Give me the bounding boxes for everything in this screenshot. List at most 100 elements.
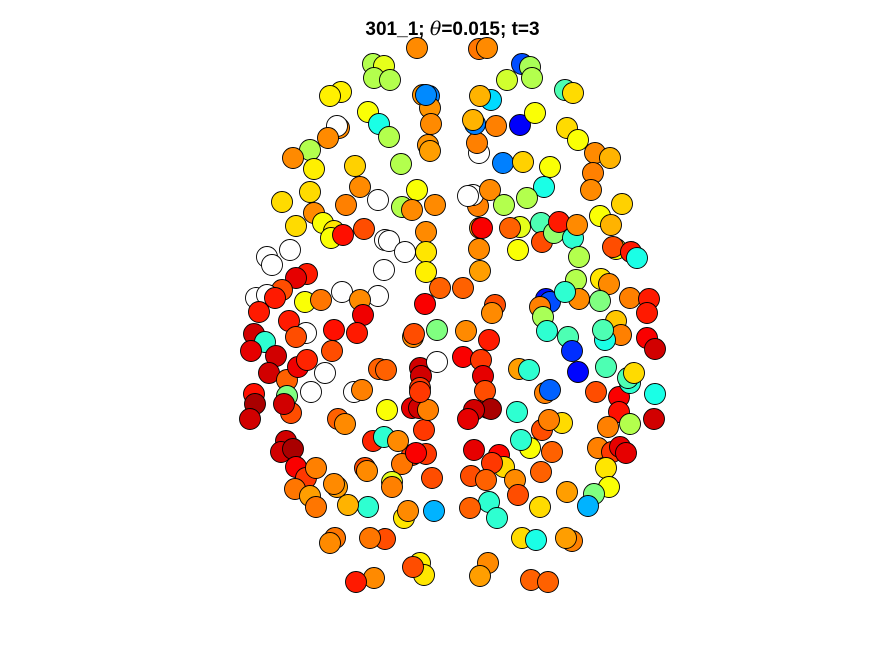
scatter-point-119 (516, 187, 538, 209)
scatter-point-16 (419, 140, 441, 162)
scatter-point-64 (285, 326, 307, 348)
scatter-point-55 (310, 289, 332, 311)
scatter-point-149 (598, 273, 620, 295)
scatter-point-5 (319, 85, 341, 107)
scatter-point-282 (356, 460, 378, 482)
scatter-point-174 (452, 346, 474, 368)
scatter-point-219 (475, 469, 497, 491)
scatter-point-57 (367, 285, 389, 307)
scatter-point-169 (536, 320, 558, 342)
scatter-point-192 (623, 362, 645, 384)
scatter-point-72 (321, 340, 343, 362)
scatter-point-281 (323, 473, 345, 495)
scatter-point-202 (595, 457, 617, 479)
scatter-point-225 (529, 496, 551, 518)
scatter-point-245 (423, 500, 445, 522)
scatter-point-23 (344, 155, 366, 177)
scatter-point-146 (568, 246, 590, 268)
scatter-point-91 (452, 277, 474, 299)
scatter-point-77 (314, 362, 336, 384)
scatter-point-120 (493, 194, 515, 216)
scatter-point-70 (323, 319, 345, 341)
scatter-point-191 (595, 356, 617, 378)
scatter-point-47 (415, 261, 437, 283)
scatter-point-211 (538, 409, 560, 431)
scatter-point-42 (378, 230, 400, 252)
chart-title: 301_1; θ=0.015; t=3 (0, 18, 875, 41)
scatter-point-122 (507, 239, 529, 261)
scatter-point-118 (533, 176, 555, 198)
scatter-point-139 (611, 193, 633, 215)
scatter-point-173 (478, 329, 500, 351)
scatter-point-90 (429, 277, 451, 299)
scatter-point-242 (319, 532, 341, 554)
scatter-point-186 (539, 379, 561, 401)
scatter-point-238 (345, 571, 367, 593)
scatter-point-46 (415, 241, 437, 263)
scatter-point-246 (421, 467, 443, 489)
scatter-point-89 (414, 293, 436, 315)
scatter-point-285 (296, 349, 318, 371)
scatter-point-108 (469, 85, 491, 107)
scatter-point-253 (337, 494, 359, 516)
title-prefix: 301_1; (365, 19, 430, 40)
scatter-point-24 (390, 153, 412, 175)
scatter-point-151 (589, 290, 611, 312)
scatter-point-87 (403, 323, 425, 345)
scatter-point-130 (566, 214, 588, 236)
scatter-point-36 (335, 194, 357, 216)
scatter-point-97 (457, 185, 479, 207)
scatter-point-31 (299, 181, 321, 203)
scatter-point-104 (485, 115, 507, 137)
scatter-point-217 (463, 439, 485, 461)
scatter-point-279 (305, 496, 327, 518)
scatter-point-22 (303, 158, 325, 180)
scatter-point-109 (496, 69, 518, 91)
scatter-point-244 (397, 500, 419, 522)
scatter-point-233 (469, 565, 491, 587)
scatter-point-141 (600, 214, 622, 236)
scatter-point-85 (426, 351, 448, 373)
scatter-point-7 (379, 69, 401, 91)
scatter-point-99 (492, 152, 514, 174)
scatter-point-52 (285, 267, 307, 289)
scatter-point-207 (530, 461, 552, 483)
scatter-point-145 (626, 247, 648, 269)
scatter-point-48 (279, 239, 301, 261)
scatter-point-221 (507, 484, 529, 506)
scatter-point-171 (481, 302, 503, 324)
scatter-point-134 (567, 129, 589, 151)
scatter-point-182 (506, 401, 528, 423)
scatter-point-92 (469, 260, 491, 282)
scatter-point-227 (525, 529, 547, 551)
scatter-point-274 (282, 438, 304, 460)
scatter-point-196 (619, 413, 641, 435)
scatter-point-261 (413, 419, 435, 441)
scatter-point-208 (541, 441, 563, 463)
scatter-point-206 (556, 481, 578, 503)
scatter-point-136 (599, 147, 621, 169)
scatter-point-105 (509, 114, 531, 136)
scatter-point-195 (597, 416, 619, 438)
scatter-point-138 (580, 179, 602, 201)
scatter-point-103 (462, 109, 484, 131)
scatter-point-116 (512, 151, 534, 173)
scatter-point-187 (585, 381, 607, 403)
scatter-point-50 (261, 254, 283, 276)
scatter-point-251 (381, 476, 403, 498)
scatter-point-106 (524, 102, 546, 124)
scatter-point-181 (457, 408, 479, 430)
scatter-point-197 (643, 408, 665, 430)
scatter-point-163 (567, 361, 589, 383)
scatter-point-30 (401, 199, 423, 221)
scatter-point-132 (562, 82, 584, 104)
scatter-point-172 (455, 320, 477, 342)
scatter-point-158 (644, 338, 666, 360)
scatter-point-231 (537, 571, 559, 593)
title-theta-symbol: θ (429, 18, 442, 40)
scatter-point-14 (420, 113, 442, 135)
scatter-point-201 (615, 442, 637, 464)
scatter-point-78 (300, 381, 322, 403)
scatter-point-205 (577, 495, 599, 517)
scatter-point-237 (363, 567, 385, 589)
